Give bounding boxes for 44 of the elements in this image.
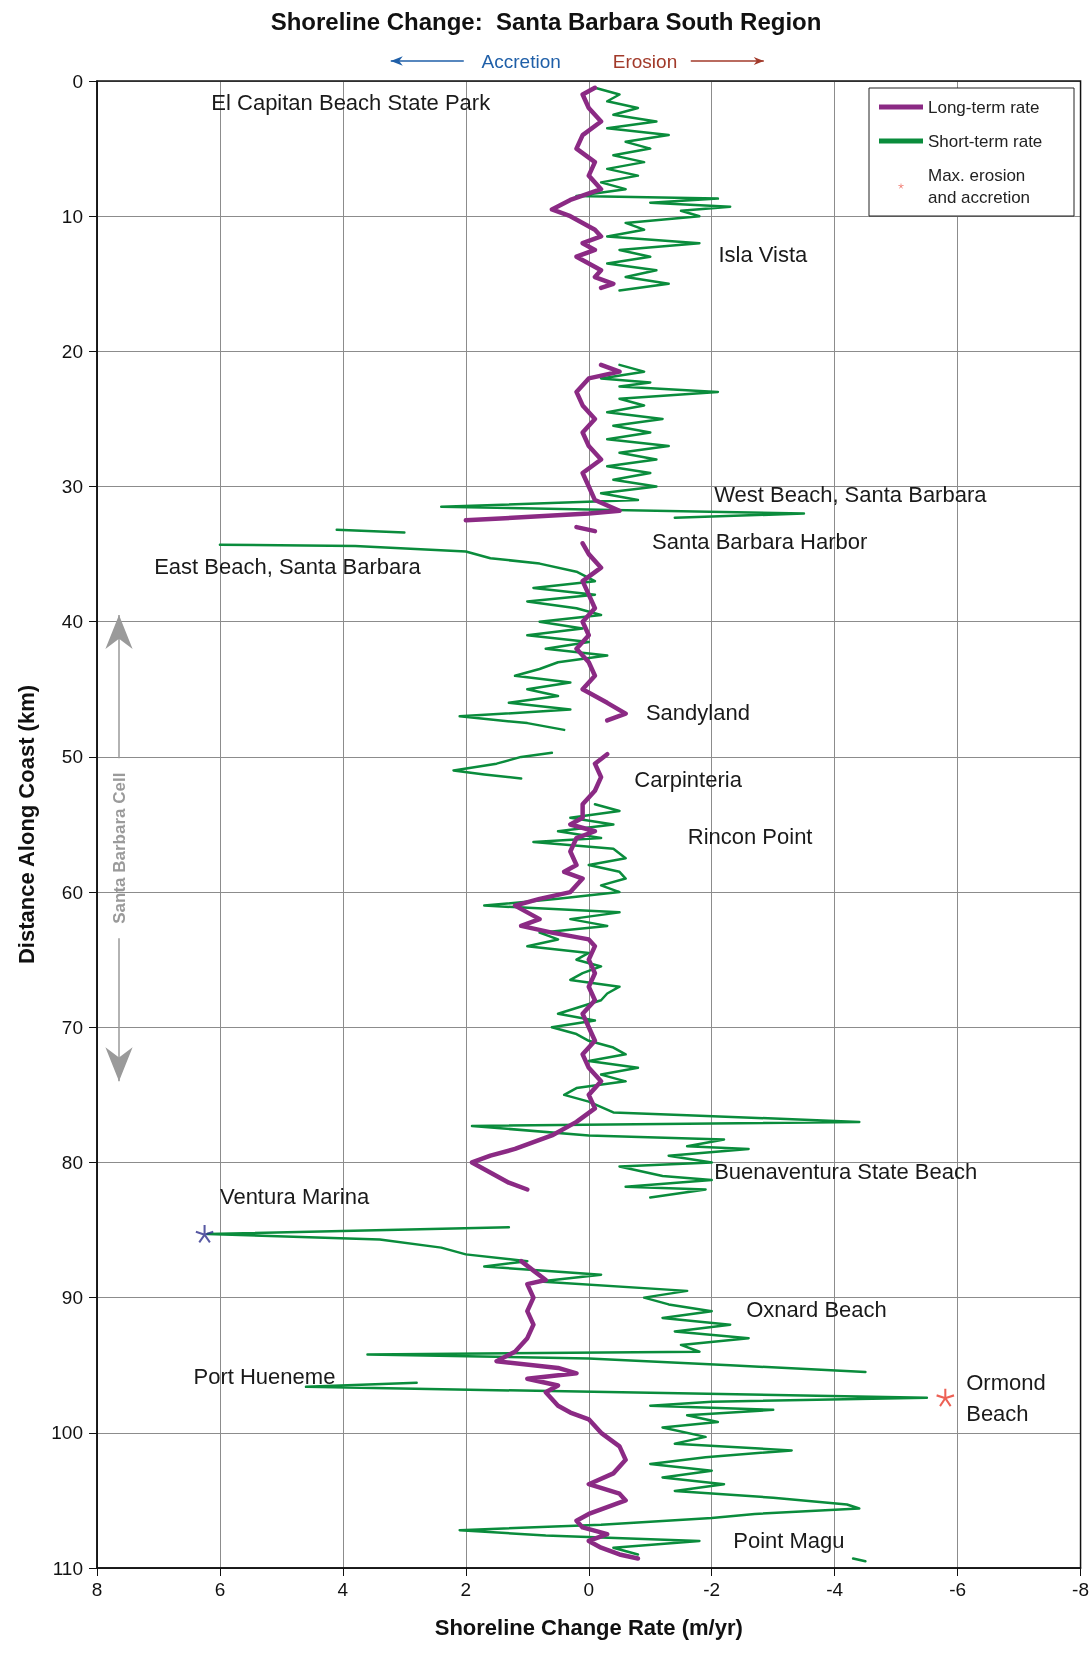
annotation: Ventura Marina [219, 1183, 370, 1209]
y-tick-label: 100 [51, 1422, 83, 1444]
x-tick-label: 6 [214, 1579, 226, 1600]
y-axis-title: Distance Along Coast (km) [13, 684, 39, 965]
text: Erosion [612, 50, 678, 72]
annotation: Sandyland [645, 699, 750, 725]
y-tick-label: 110 [52, 1557, 83, 1579]
annotation: Oxnard Beach [746, 1297, 887, 1323]
annotation: El Capitan Beach State Park [211, 90, 492, 116]
text: Accretion [481, 50, 561, 72]
x-tick-label: -4 [826, 1579, 844, 1600]
y-tick-label: 10 [61, 205, 83, 227]
y-tick-label: 40 [61, 611, 83, 633]
y-tick-label: 80 [61, 1151, 83, 1173]
annotation: Point Magu [733, 1528, 845, 1554]
annotation: Buenaventura State Beach [714, 1159, 978, 1185]
x-tick-label: 8 [91, 1579, 103, 1600]
y-tick-label: 20 [61, 340, 83, 362]
annotation: Santa Barbara Harbor [652, 529, 868, 555]
annotation: Ormond Beach [966, 1369, 1046, 1426]
annotation: West Beach, Santa Barbara [714, 482, 988, 508]
y-tick-label: 60 [61, 881, 83, 903]
y-tick-label: 90 [61, 1287, 83, 1309]
x-tick-label: -6 [949, 1579, 967, 1600]
annotation: Santa Barbara Cell [109, 772, 129, 924]
y-tick-label: 70 [61, 1016, 83, 1038]
legend-label: Max. erosion and accretion [928, 165, 1031, 207]
annotation: Port Hueneme [193, 1363, 336, 1389]
annotation: Isla Vista [718, 241, 809, 267]
legend-label: Long-term rate [928, 97, 1040, 117]
annotation: Rincon Point [687, 824, 813, 850]
x-tick-label: -8 [1072, 1579, 1090, 1600]
annotation: Carpinteria [634, 767, 743, 793]
x-axis-title: Shoreline Change Rate (m/yr) [434, 1614, 743, 1640]
chart-title: Shoreline Change: Santa Barbara South Region [270, 7, 822, 35]
x-tick-label: 0 [583, 1579, 595, 1600]
y-tick-label: 30 [61, 476, 83, 498]
x-tick-label: 4 [337, 1579, 349, 1600]
legend-label: Short-term rate [928, 131, 1043, 151]
x-tick-label: 2 [460, 1579, 472, 1600]
y-tick-label: 0 [72, 70, 83, 92]
x-tick-label: -2 [703, 1579, 721, 1600]
y-tick-label: 50 [61, 746, 83, 768]
annotation: East Beach, Santa Barbara [154, 553, 422, 579]
